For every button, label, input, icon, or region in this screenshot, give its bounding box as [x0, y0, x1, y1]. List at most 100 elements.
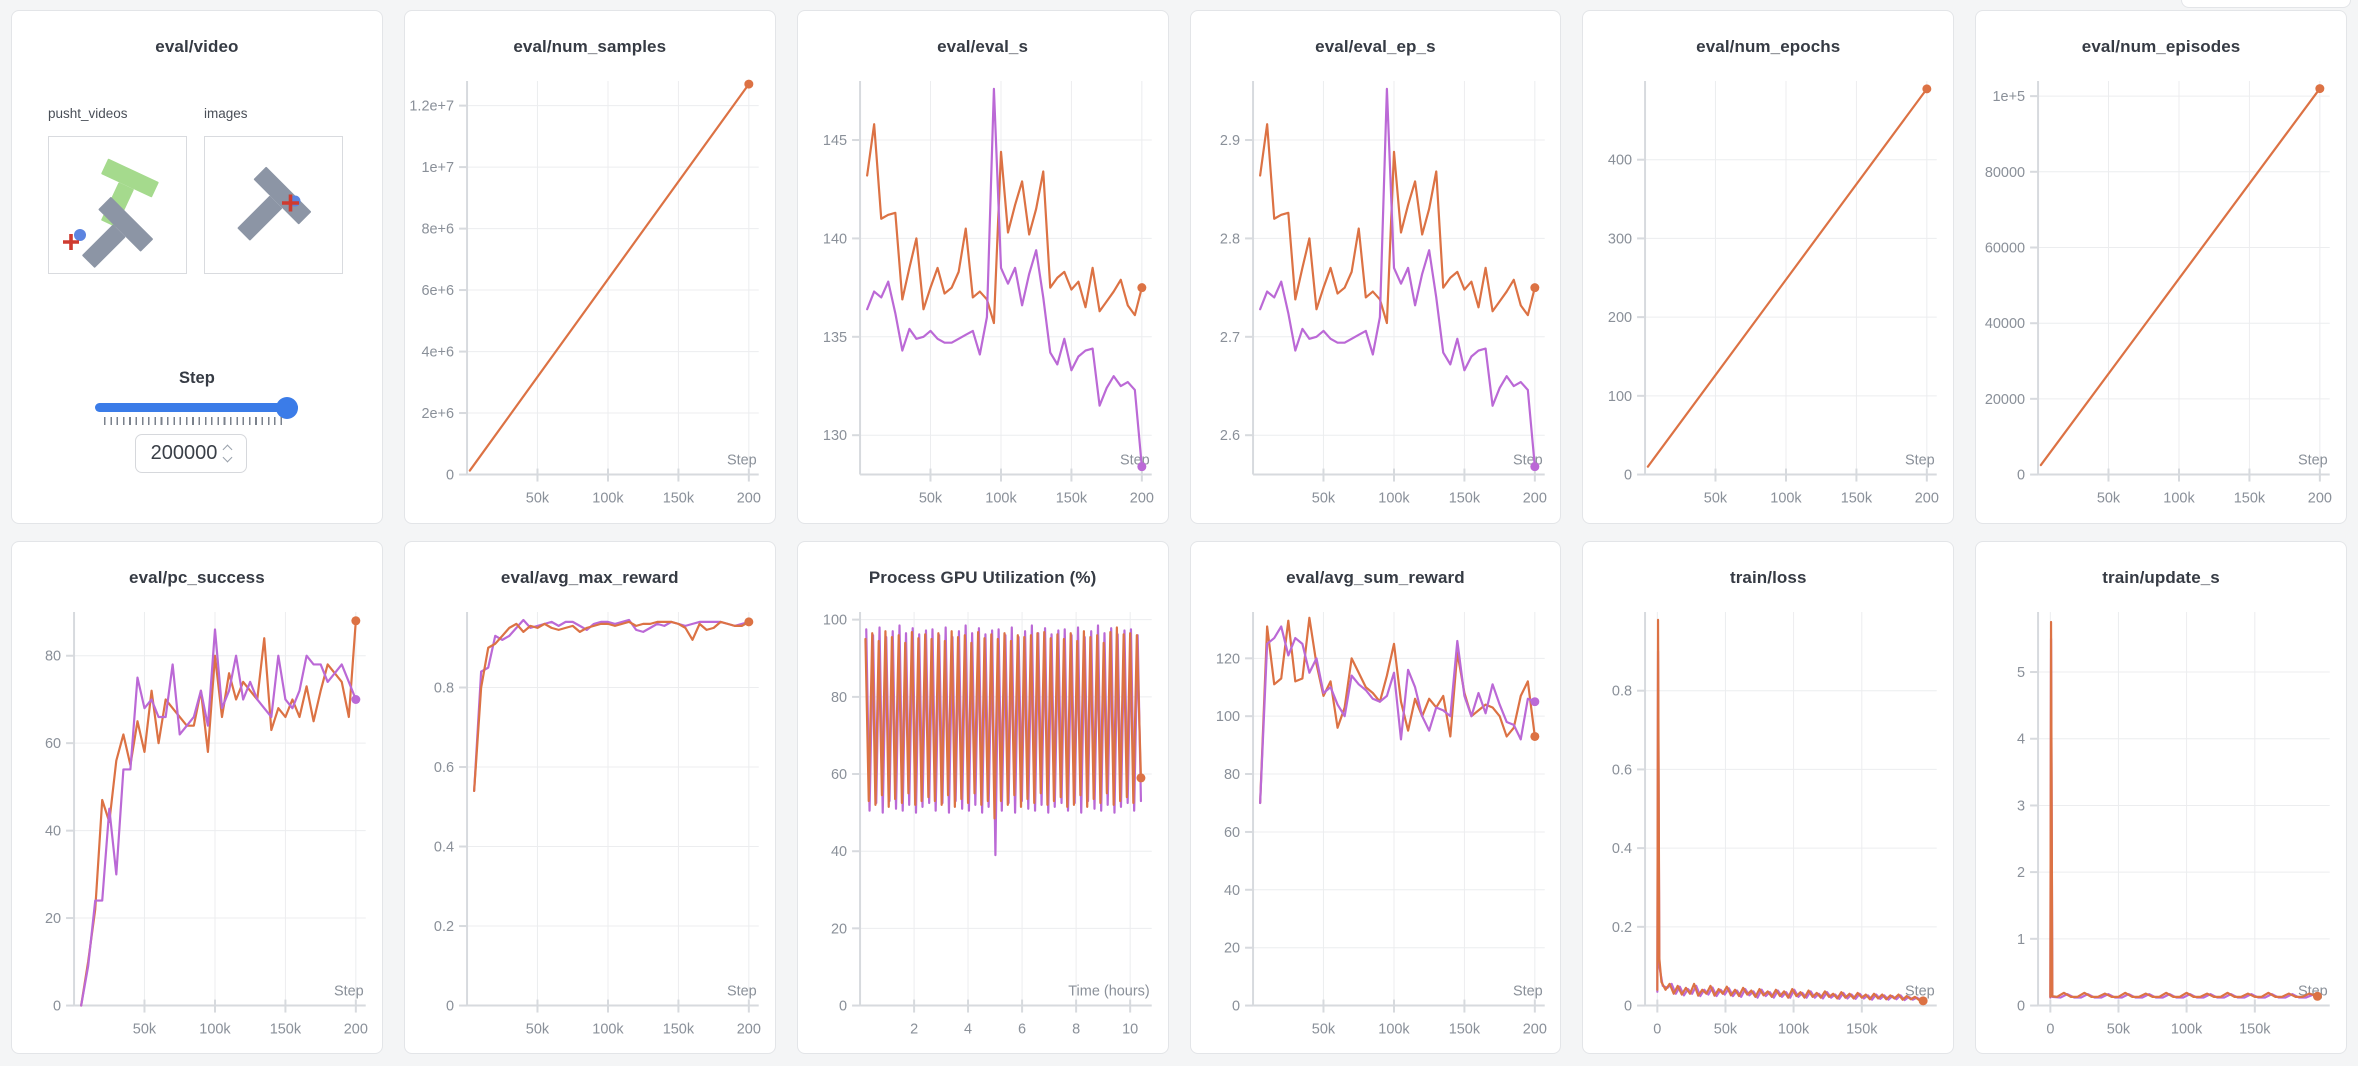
svg-text:100k: 100k — [199, 1021, 231, 1037]
decrement-icon[interactable] — [222, 452, 233, 463]
svg-text:200: 200 — [1129, 491, 1153, 507]
svg-text:8e+6: 8e+6 — [421, 222, 454, 238]
line-chart[interactable]: 0 20 40 60 80 100 120 50k 100k 150k 200 Step — [1191, 604, 1561, 1054]
svg-text:0: 0 — [446, 468, 454, 484]
images-thumbnail[interactable] — [204, 136, 343, 274]
svg-text:100k: 100k — [592, 491, 624, 507]
svg-text:20: 20 — [45, 911, 61, 927]
svg-text:100k: 100k — [1378, 491, 1410, 507]
svg-text:Step: Step — [334, 983, 364, 999]
svg-text:150k: 150k — [1448, 1021, 1480, 1037]
gray-t-shape — [82, 197, 153, 268]
svg-text:0.4: 0.4 — [1612, 841, 1632, 857]
svg-text:150k: 150k — [663, 1021, 695, 1037]
svg-text:60: 60 — [831, 767, 847, 783]
step-slider-handle[interactable] — [276, 397, 298, 419]
svg-text:150k: 150k — [270, 1021, 302, 1037]
panel-title: eval/num_episodes — [2081, 37, 2241, 56]
panel-train-loss: train/loss 0 0.2 0.4 0.6 0.8 0 50k 100k 150k Step — [1582, 540, 1955, 1054]
panel-eval-eval-ep-s: eval/eval_ep_s 2.6 2.7 2.8 2.9 50k 100k 150k 20… — [1189, 10, 1562, 524]
svg-text:0.8: 0.8 — [434, 680, 454, 696]
line-chart[interactable]: 0 100 200 300 400 50k 100k 150k 200 Step — [1583, 73, 1953, 523]
panel-process-gpu-utilization: Process GPU Utilization (%) 0 20 40 60 80 100… — [796, 540, 1169, 1054]
svg-text:0: 0 — [1232, 998, 1240, 1014]
line-chart[interactable]: 0 20 40 60 80 50k 100k 150k 200 Step — [12, 604, 382, 1054]
panel-title: eval/pc_success — [129, 567, 265, 587]
svg-text:80: 80 — [831, 689, 847, 705]
svg-text:145: 145 — [823, 133, 847, 149]
svg-text:200: 200 — [1522, 491, 1546, 507]
svg-text:130: 130 — [823, 428, 847, 444]
svg-text:Step: Step — [727, 453, 757, 469]
svg-text:8: 8 — [1072, 1021, 1080, 1037]
svg-text:50k: 50k — [526, 491, 550, 507]
svg-text:150k: 150k — [1055, 491, 1087, 507]
line-chart[interactable]: 0 0.2 0.4 0.6 0.8 0 50k 100k 150k Step — [1583, 604, 1953, 1054]
svg-text:80: 80 — [45, 648, 61, 664]
svg-text:Step: Step — [1905, 983, 1935, 999]
panel-eval-num-samples: eval/num_samples 0 2e+6 4e+6 6e+6 8e+6 1e+7 1.… — [403, 10, 776, 524]
svg-text:100k: 100k — [1771, 491, 1803, 507]
svg-text:200: 200 — [737, 491, 761, 507]
svg-text:150k: 150k — [1841, 491, 1873, 507]
svg-text:40000: 40000 — [1985, 316, 2025, 332]
svg-text:2.6: 2.6 — [1219, 428, 1239, 444]
svg-text:100k: 100k — [592, 1021, 624, 1037]
svg-text:80000: 80000 — [1985, 165, 2025, 181]
svg-text:0.6: 0.6 — [434, 760, 454, 776]
media-label-images: images — [204, 106, 248, 121]
line-chart[interactable]: 0 0.2 0.4 0.6 0.8 50k 100k 150k 200 Step — [405, 604, 775, 1054]
line-chart[interactable]: 0 2e+6 4e+6 6e+6 8e+6 1e+7 1.2e+7 50k 100k 150k 20… — [405, 73, 775, 523]
panel-title: eval/num_epochs — [1696, 37, 1841, 56]
panel-title: eval/video — [155, 37, 239, 56]
images-frame — [237, 166, 312, 241]
step-slider-tickmarks — [104, 417, 286, 425]
svg-text:0.6: 0.6 — [1612, 762, 1632, 778]
pusht-video-thumbnail[interactable] — [48, 136, 187, 274]
svg-text:2e+6: 2e+6 — [421, 406, 454, 422]
svg-text:3: 3 — [2017, 798, 2025, 814]
svg-text:0: 0 — [446, 998, 454, 1014]
panel-title: eval/eval_s — [937, 37, 1029, 56]
panel-train-update-s: train/update_s 0 1 2 3 4 5 0 50k 100k 150k Step — [1975, 540, 2347, 1054]
panel-eval-avg-sum-reward: eval/avg_sum_reward 0 20 40 60 80 100 120 50k 10… — [1189, 540, 1562, 1054]
svg-text:40: 40 — [831, 844, 847, 860]
svg-text:4: 4 — [2017, 731, 2025, 747]
line-chart[interactable]: 0 20000 40000 60000 80000 1e+5 50k 100k 150k 200 S… — [1976, 73, 2346, 523]
svg-text:4e+6: 4e+6 — [421, 345, 454, 361]
svg-text:150k: 150k — [663, 491, 695, 507]
svg-text:Step: Step — [1905, 453, 1935, 469]
panel-title: eval/eval_ep_s — [1315, 37, 1436, 56]
step-number-input[interactable]: 200000 — [135, 434, 247, 473]
svg-text:300: 300 — [1608, 231, 1632, 247]
svg-text:10: 10 — [1122, 1021, 1138, 1037]
step-value[interactable]: 200000 — [150, 442, 218, 464]
svg-text:0: 0 — [2046, 1021, 2054, 1037]
panel-title: eval/avg_sum_reward — [1286, 567, 1465, 587]
svg-text:100k: 100k — [1378, 1021, 1410, 1037]
svg-text:6e+6: 6e+6 — [421, 283, 454, 299]
svg-text:5: 5 — [2017, 665, 2025, 681]
line-chart[interactable]: 0 20 40 60 80 100 2 4 6 8 10 Time (hours) — [798, 604, 1168, 1054]
svg-text:1e+5: 1e+5 — [1993, 89, 2026, 105]
svg-text:100k: 100k — [1778, 1021, 1810, 1037]
svg-text:135: 135 — [823, 330, 847, 346]
svg-text:150k: 150k — [2239, 1021, 2271, 1037]
svg-text:200: 200 — [344, 1021, 368, 1037]
svg-text:2.7: 2.7 — [1219, 330, 1239, 346]
panel-grid: eval/video pusht_videos images — [11, 10, 2347, 1054]
panel-title: eval/avg_max_reward — [500, 567, 679, 587]
svg-text:40: 40 — [45, 823, 61, 839]
svg-text:Step: Step — [2298, 453, 2328, 469]
panel-eval-num-epochs: eval/num_epochs 0 100 200 300 400 50k 100k 150k… — [1582, 10, 1955, 524]
svg-text:Step: Step — [1512, 983, 1542, 999]
svg-text:200: 200 — [737, 1021, 761, 1037]
step-slider[interactable] — [95, 403, 298, 412]
svg-text:0.8: 0.8 — [1612, 683, 1632, 699]
svg-text:40: 40 — [1223, 882, 1239, 898]
gray-t-shape — [237, 166, 312, 241]
